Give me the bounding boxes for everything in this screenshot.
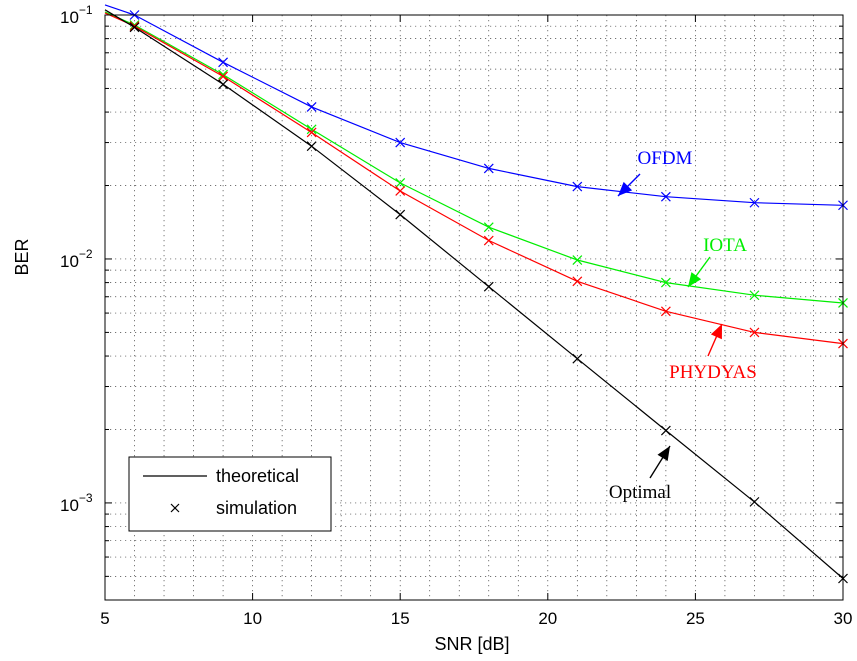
legend-box [128,456,332,532]
optimal-marker [395,209,406,220]
optimal-marker [129,22,140,33]
iota-annotation-arrowhead [688,272,702,287]
ofdm-marker [306,101,317,112]
phydyas-marker [306,127,317,138]
x-tick-label: 15 [391,609,410,628]
y-tick-label: 10−1 [60,3,93,27]
x-tick-label: 5 [100,609,109,628]
ofdm-marker [660,191,671,202]
phydyas-marker [218,71,229,82]
optimal-marker [572,353,583,364]
x-tick-label: 10 [243,609,262,628]
optimal-marker [660,425,671,436]
legend-simulation-label: simulation [216,498,297,518]
legend-simulation-marker [170,503,180,513]
phydyas-marker [395,186,406,196]
y-tick-label: 10−3 [60,491,93,515]
optimal-line [104,9,844,579]
ofdm-marker [218,57,229,68]
phydyas-line [104,12,844,345]
optimal-marker [218,79,229,90]
x-axis-label: SNR [dB] [434,634,509,654]
series-group [104,4,848,584]
plot-frame [104,14,844,601]
ofdm-marker [749,197,760,208]
iota-line [104,11,844,304]
legend-theoretical-label: theoretical [216,466,299,486]
optimal-marker [483,281,494,292]
ofdm-annotation-label: OFDM [638,148,693,169]
ofdm-line [104,4,844,206]
phydyas-marker [483,235,494,246]
y-tick-label: 10−2 [60,247,93,271]
ofdm-annotation-arrowhead [618,181,633,196]
ofdm-marker [572,181,583,192]
ofdm-marker [483,163,494,174]
optimal-annotation-arrowhead [657,446,670,462]
phydyas-annotation-arrowhead [710,324,722,340]
y-axis-label: BER [12,238,32,275]
optimal-marker [306,141,317,152]
x-tick-label: 25 [686,609,705,628]
legend: theoretical simulation [128,456,332,532]
iota-marker [483,222,494,233]
iota-marker [749,290,760,301]
annotations: OFDM IOTA PHYDYAS Optimal [609,148,757,503]
phydyas-marker [749,327,760,338]
x-tick-label: 20 [538,609,557,628]
phydyas-annotation-label: PHYDYAS [669,362,757,383]
phydyas-marker [572,276,583,287]
iota-annotation-label: IOTA [703,235,747,256]
iota-marker [572,255,583,265]
ofdm-marker [395,137,406,148]
x-tick-label: 30 [834,609,853,628]
axis-ticks: 5 10 15 20 25 30 10−1 10−2 10−3 [60,3,852,628]
optimal-marker [749,496,760,507]
iota-marker [660,277,671,288]
optimal-annotation-label: Optimal [609,482,671,503]
iota-marker [395,177,406,188]
iota-marker [218,69,229,80]
iota-marker [306,124,317,135]
phydyas-marker [660,306,671,317]
